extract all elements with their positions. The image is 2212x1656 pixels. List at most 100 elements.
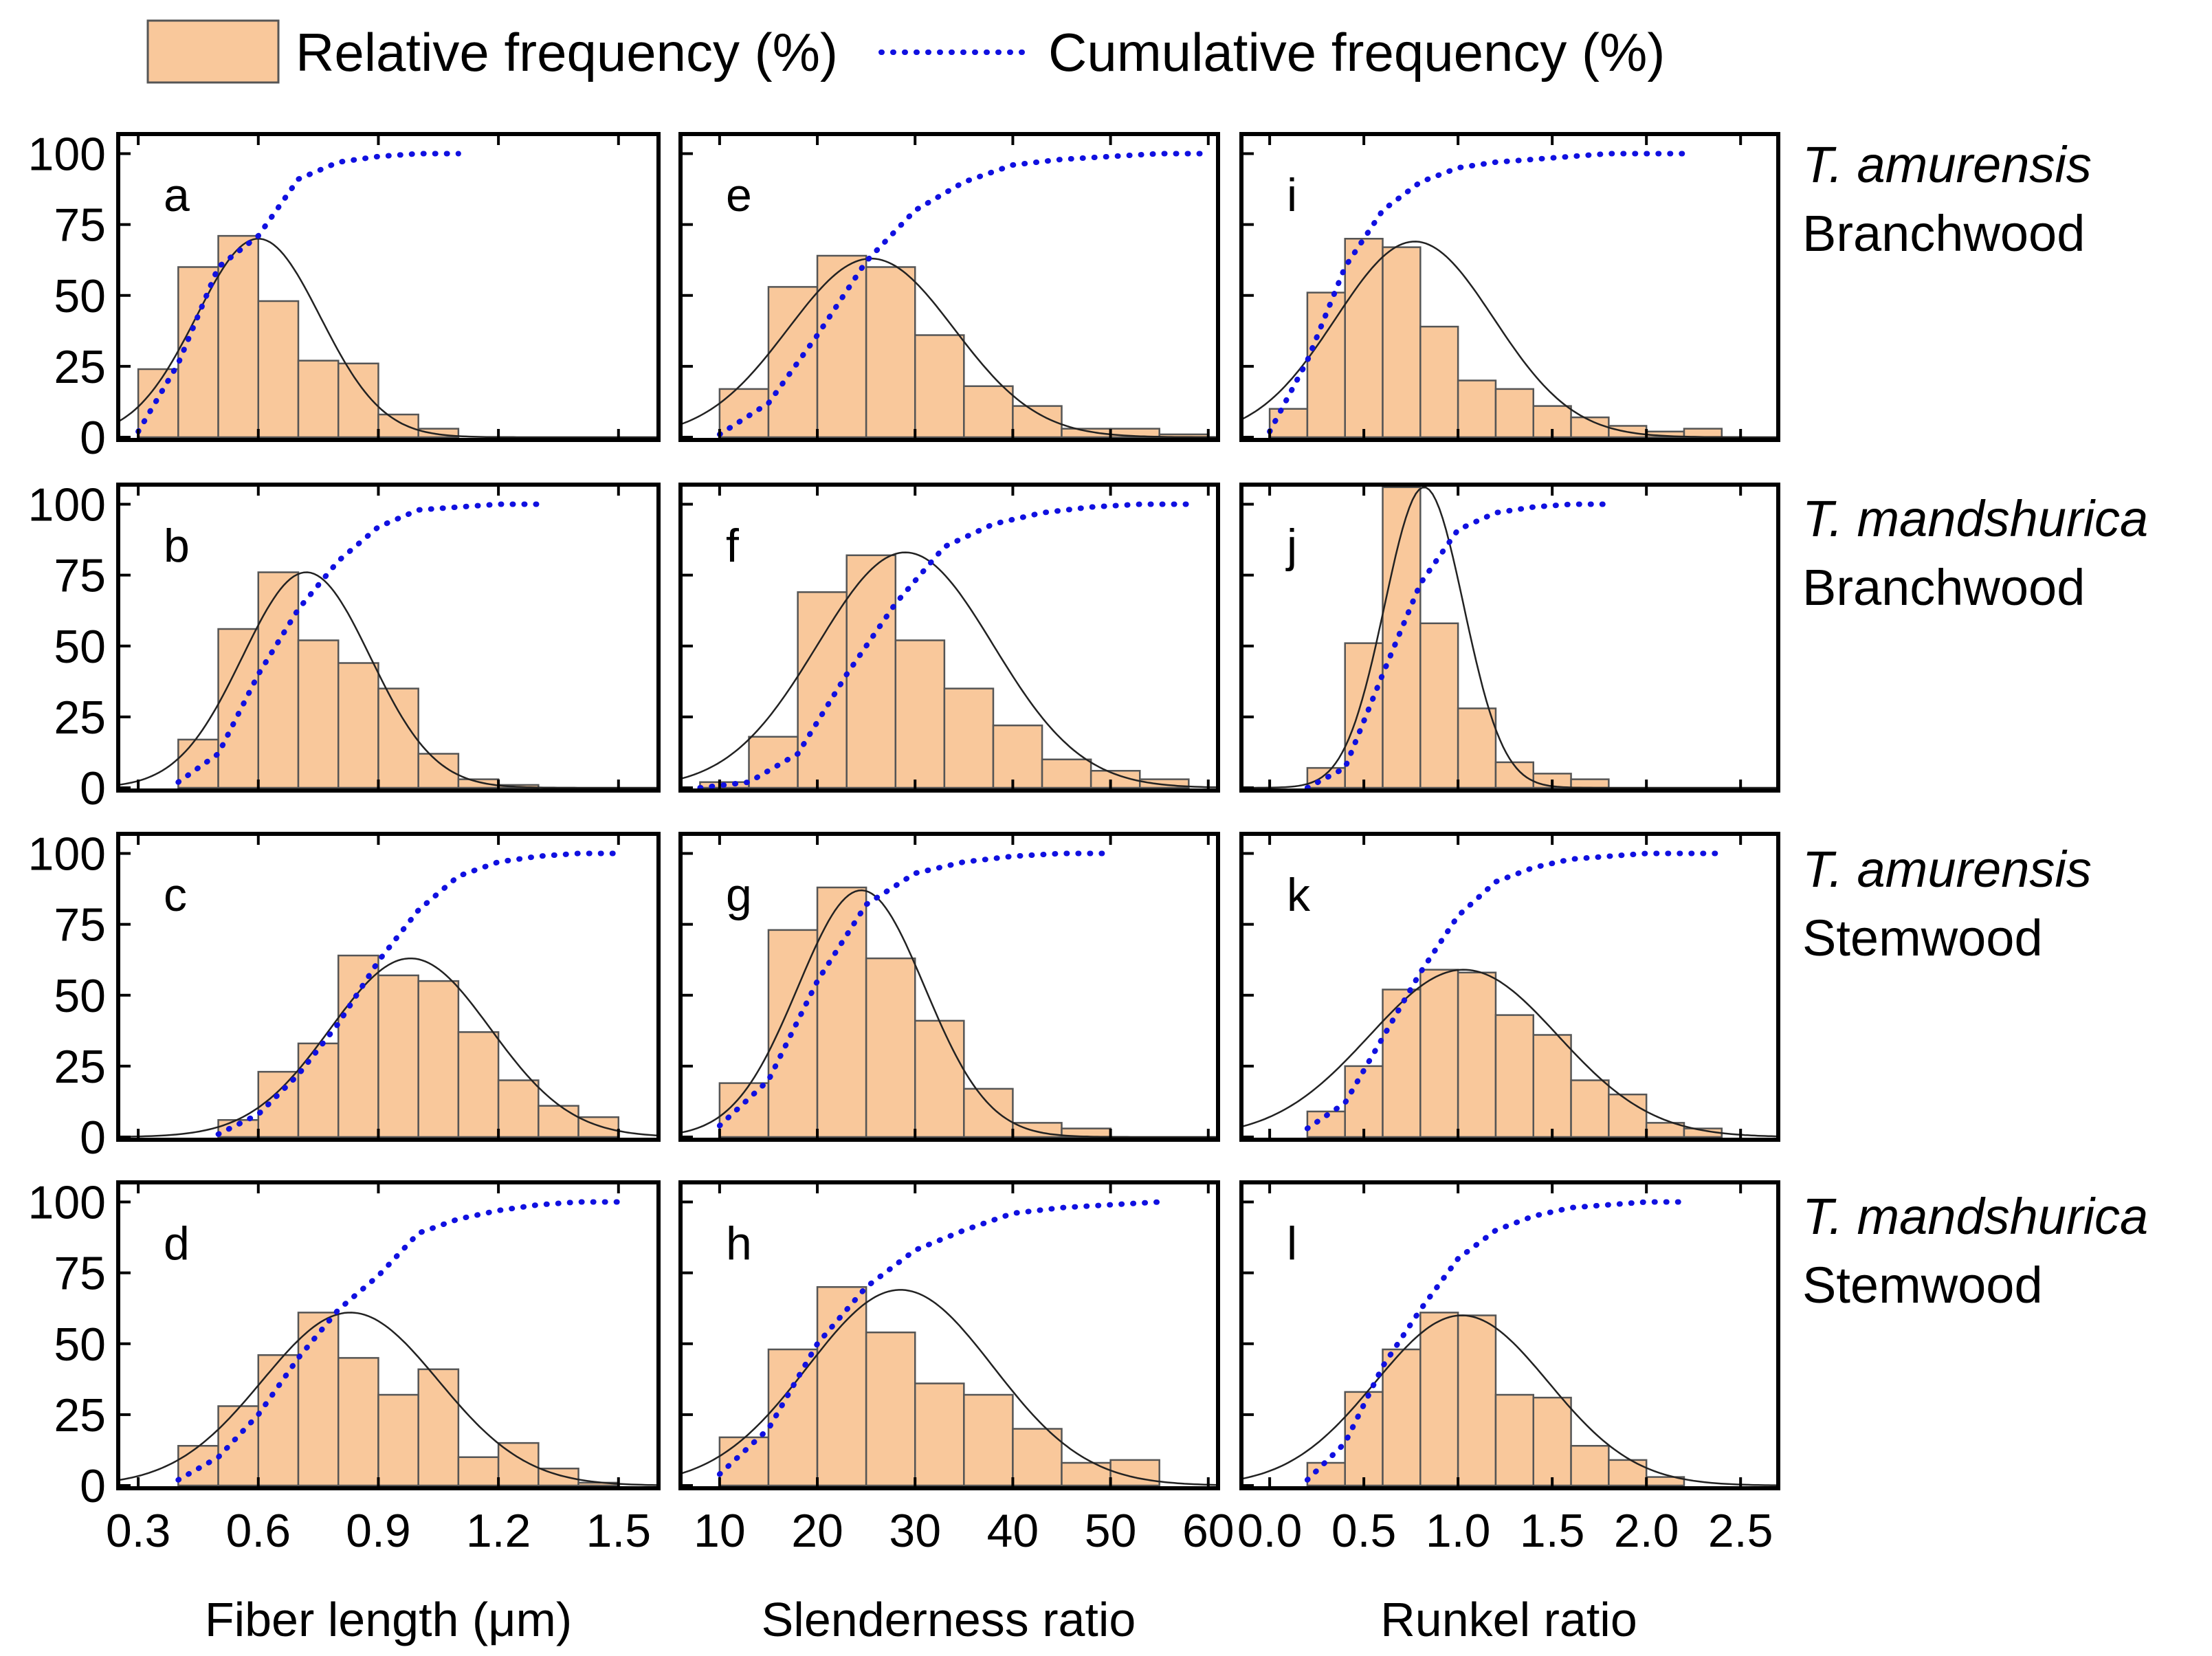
bar-h-0 [718,1436,770,1487]
xtick-label-d-1: 0.6 [226,1505,291,1557]
frame-h [678,1180,1220,1490]
xtick-label-d-3: 1.2 [466,1505,531,1557]
frame-b [116,483,661,793]
row-label-species-0: T. amurensis [1802,136,2092,193]
frame-c [116,832,661,1142]
frame-j [1239,483,1780,793]
bar-k-7 [1570,1079,1610,1138]
bar-i-5 [1457,379,1497,439]
bar-h-4 [914,1382,965,1487]
bar-j-1 [1344,642,1384,789]
frame-i [1239,132,1780,442]
panel-letter-i: i [1287,169,1297,221]
bar-b-1 [217,628,260,789]
bar-g-5 [963,1088,1014,1138]
legend: Relative frequency (%) Cumulative freque… [146,19,1665,84]
panel-letter-l: l [1287,1217,1297,1270]
bar-h-6 [1012,1428,1063,1487]
xtick-label-h-1: 20 [791,1505,843,1557]
bar-f-7 [1041,758,1092,789]
ytick-label-d-4: 100 [28,1177,106,1229]
panel-letter-b: b [164,520,190,572]
panel-letter-g: g [726,869,752,921]
panel-letter-k: k [1287,869,1311,921]
ytick-label-c-0: 0 [80,1112,106,1164]
cumulative-line-e [716,151,1211,437]
bar-c-7 [497,1079,540,1138]
ytick-label-b-0: 0 [80,762,106,815]
bar-c-2 [297,1042,340,1138]
ytick-label-a-4: 100 [28,129,106,181]
fit-curve-j [1241,486,1778,789]
fit-curve-b [118,571,659,789]
fit-curve-l [1241,1314,1779,1486]
cumulative-line-d [175,1199,621,1483]
bar-k-6 [1532,1034,1572,1138]
legend-bar-label: Relative frequency (%) [296,22,838,82]
xtick-label-l-4: 2.0 [1614,1505,1679,1557]
bar-g-3 [865,957,916,1138]
cumulative-line-c [215,850,621,1137]
panel-l: 0.0 0.5 1.0 1.5 2.0 2.5 l [1237,1180,1780,1557]
ytick-label-c-1: 25 [54,1041,106,1093]
bar-b-7 [457,778,500,789]
cumulative-line-b [175,501,542,785]
ytick-label-b-3: 75 [54,550,106,602]
bar-b-3 [297,639,340,789]
bar-e-6 [1012,405,1063,439]
panel-letter-j: j [1285,520,1297,572]
bar-c-1 [257,1070,300,1138]
row-label-tissue-2: Stemwood [1802,909,2043,967]
bar-j-7 [1570,778,1610,789]
row-label-species-3: T. mandshurica [1802,1188,2148,1245]
bar-i-3 [1382,246,1422,439]
bar-a-6 [377,413,419,439]
bar-d-5 [377,1393,419,1487]
bar-l-3 [1419,1312,1459,1487]
bar-d-1 [217,1405,260,1487]
bar-g-2 [816,886,867,1138]
bar-c-8 [538,1105,579,1138]
bar-h-3 [865,1332,916,1487]
bar-b-0 [177,738,219,789]
ytick-label-d-0: 0 [80,1460,106,1512]
row-label-species-1: T. mandshurica [1802,490,2148,547]
bar-e-4 [914,334,965,439]
bar-a-0 [137,368,179,439]
panel-letter-d: d [164,1217,190,1270]
panel-i: i [1239,132,1780,442]
ytick-label-b-2: 50 [54,621,106,673]
panel-a: 0 25 50 75 100 a [28,129,661,464]
fit-curve-g [680,889,1218,1138]
row-label-tissue-0: Branchwood [1802,205,2085,262]
xtick-label-h-5: 60 [1182,1505,1235,1557]
bar-e-3 [865,266,916,439]
xtick-label-d-2: 0.9 [346,1505,411,1557]
bar-e-5 [963,385,1014,439]
bar-l-2 [1382,1348,1422,1487]
panel-letter-h: h [726,1217,752,1270]
xtick-label-h-2: 30 [889,1505,941,1557]
bar-c-6 [457,1031,500,1138]
bar-l-0 [1306,1461,1346,1487]
bar-i-2 [1344,238,1384,439]
panel-h: 10 20 30 40 50 60 h [678,1180,1235,1557]
bar-l-8 [1608,1459,1648,1487]
bar-l-5 [1494,1393,1535,1487]
bar-b-2 [257,571,300,789]
bar-b-4 [337,662,379,789]
ytick-label-c-3: 75 [54,899,106,951]
xtick-label-d-4: 1.5 [586,1505,652,1557]
frame-l [1239,1180,1780,1490]
bar-k-0 [1306,1110,1346,1138]
frame-d [116,1180,661,1490]
ytick-label-c-4: 100 [28,828,106,881]
cumulative-line-g [716,850,1114,1129]
bar-l-7 [1570,1445,1610,1487]
xtick-label-l-3: 1.5 [1520,1505,1585,1557]
bar-g-4 [914,1019,965,1138]
bar-j-5 [1494,761,1535,789]
row-label-species-2: T. amurensis [1802,841,2092,898]
ytick-label-b-4: 100 [28,479,106,531]
